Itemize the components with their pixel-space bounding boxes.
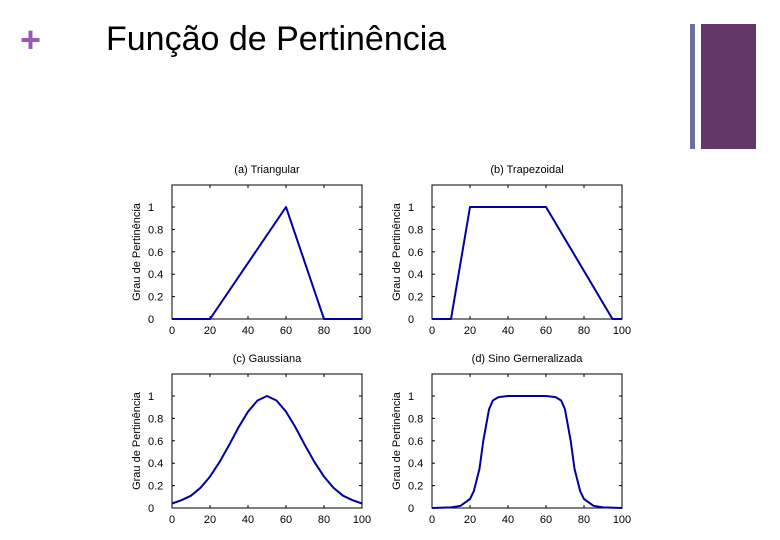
y-tick-label: 0.2 [408,481,423,493]
x-tick-label: 80 [318,325,330,337]
chart-title: (d) Sino Gerneralizada [472,353,584,365]
x-tick-label: 40 [502,325,514,337]
x-tick-label: 20 [464,325,476,337]
x-tick-label: 60 [280,514,292,526]
x-tick-label: 0 [429,325,435,337]
membership-curve [431,395,623,509]
y-tick-label: 0.8 [148,224,163,236]
y-tick-label: 1 [148,391,154,403]
chart-2: (c) Gaussiana Grau de Pertinência 0 20 40 60 8… [131,353,371,526]
y-tick-label: 0.4 [148,269,163,281]
x-tick-label: 0 [169,514,175,526]
y-tick-label: 0.2 [148,292,163,304]
y-tick-label: 0 [148,503,154,515]
y-tick-label: 0.4 [148,458,163,470]
plot-frame [171,184,363,320]
y-tick-label: 0.2 [148,481,163,493]
x-tick-label: 0 [169,325,175,337]
membership-curve [432,206,622,320]
x-tick-label: 60 [540,325,552,337]
chart-1: (b) Trapezoidal Grau de Pertinência 0 20 40 6… [391,164,631,337]
x-tick-label: 80 [578,514,590,526]
y-tick-label: 0.4 [408,269,423,281]
x-tick-label: 40 [242,514,254,526]
y-tick-label: 0.8 [148,413,163,425]
plot-frame [431,184,623,320]
y-tick-label: 0.8 [408,224,423,236]
x-tick-label: 40 [502,514,514,526]
x-tick-label: 20 [464,514,476,526]
x-tick-label: 100 [353,325,371,337]
x-tick-label: 80 [578,325,590,337]
y-axis-label: Grau de Pertinência [131,391,143,490]
slide-title: Função de Pertinência [106,20,447,58]
y-tick-label: 0.4 [408,458,423,470]
chart-title: (a) Triangular [234,164,300,176]
decorative-bar [690,24,695,149]
plot-frame [431,373,623,509]
y-tick-label: 0 [148,314,154,326]
membership-curve [171,395,363,505]
y-axis-label: Grau de Pertinência [391,391,403,490]
chart-title: (c) Gaussiana [233,353,302,365]
y-axis-label: Grau de Pertinência [391,202,403,301]
x-tick-label: 100 [353,514,371,526]
chart-3: (d) Sino Gerneralizada Grau de Pertinênci… [391,353,631,526]
y-tick-label: 0.6 [148,436,163,448]
y-tick-label: 0.6 [148,247,163,259]
y-tick-label: 0 [408,314,414,326]
y-axis-label: Grau de Pertinência [131,202,143,301]
x-tick-label: 20 [204,514,216,526]
y-tick-label: 0.6 [408,436,423,448]
y-tick-label: 0 [408,503,414,515]
chart-title: (b) Trapezoidal [490,164,563,176]
membership-curve [172,206,362,320]
plus-icon: + [20,19,42,60]
x-tick-label: 40 [242,325,254,337]
x-tick-label: 100 [613,325,631,337]
y-tick-label: 0.8 [408,413,423,425]
y-tick-label: 1 [148,202,154,214]
x-tick-label: 0 [429,514,435,526]
decorative-box [701,24,756,149]
y-tick-label: 1 [408,202,414,214]
chart-0: (a) Triangular Grau de Pertinência 0 20 40 60… [131,164,371,337]
x-tick-label: 80 [318,514,330,526]
x-tick-label: 100 [613,514,631,526]
x-tick-label: 20 [204,325,216,337]
x-tick-label: 60 [540,514,552,526]
x-tick-label: 60 [280,325,292,337]
y-tick-label: 0.6 [408,247,423,259]
y-tick-label: 0.2 [408,292,423,304]
y-tick-label: 1 [408,391,414,403]
